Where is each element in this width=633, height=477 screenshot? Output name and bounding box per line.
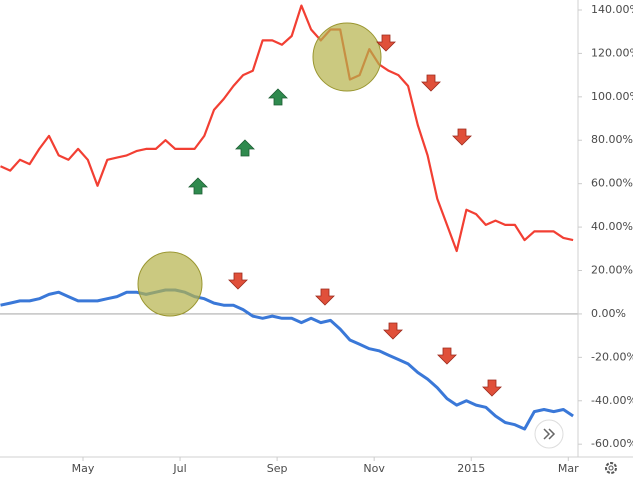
highlight-circle — [312, 22, 382, 92]
down-arrow — [383, 322, 403, 340]
y-tick-label: -20.00% — [591, 350, 633, 363]
y-tick-label: 20.00% — [591, 264, 633, 277]
down-arrow — [228, 272, 248, 290]
up-arrow — [235, 139, 255, 157]
y-tick-label: 60.00% — [591, 177, 633, 190]
y-tick-label: -60.00% — [591, 437, 633, 450]
x-tick-label: Mar — [558, 462, 579, 475]
series-line — [0, 4, 574, 253]
annotations — [137, 22, 502, 397]
down-arrow — [376, 34, 396, 52]
settings-icon[interactable] — [605, 462, 617, 474]
up-arrow — [268, 88, 288, 106]
up-arrow — [188, 177, 208, 195]
y-tick-label: 120.00% — [591, 46, 633, 59]
down-arrow — [437, 347, 457, 365]
x-tick-label: Jul — [172, 462, 186, 475]
x-tick-label: Nov — [363, 462, 385, 475]
x-tick-label: Sep — [267, 462, 288, 475]
scroll-button[interactable] — [534, 419, 564, 449]
highlight-circle — [137, 251, 203, 317]
y-tick-label: 80.00% — [591, 133, 633, 146]
x-tick-label: 2015 — [457, 462, 485, 475]
y-tick-label: 0.00% — [591, 307, 626, 320]
y-tick-label: -40.00% — [591, 394, 633, 407]
y-tick-label: 140.00% — [591, 3, 633, 16]
plot — [0, 4, 578, 431]
down-arrow — [482, 379, 502, 397]
down-arrow — [315, 288, 335, 306]
down-arrow — [421, 74, 441, 92]
series-line — [0, 288, 574, 431]
down-arrow — [452, 128, 472, 146]
y-tick-label: 100.00% — [591, 90, 633, 103]
x-tick-label: May — [72, 462, 95, 475]
y-tick-label: 40.00% — [591, 220, 633, 233]
